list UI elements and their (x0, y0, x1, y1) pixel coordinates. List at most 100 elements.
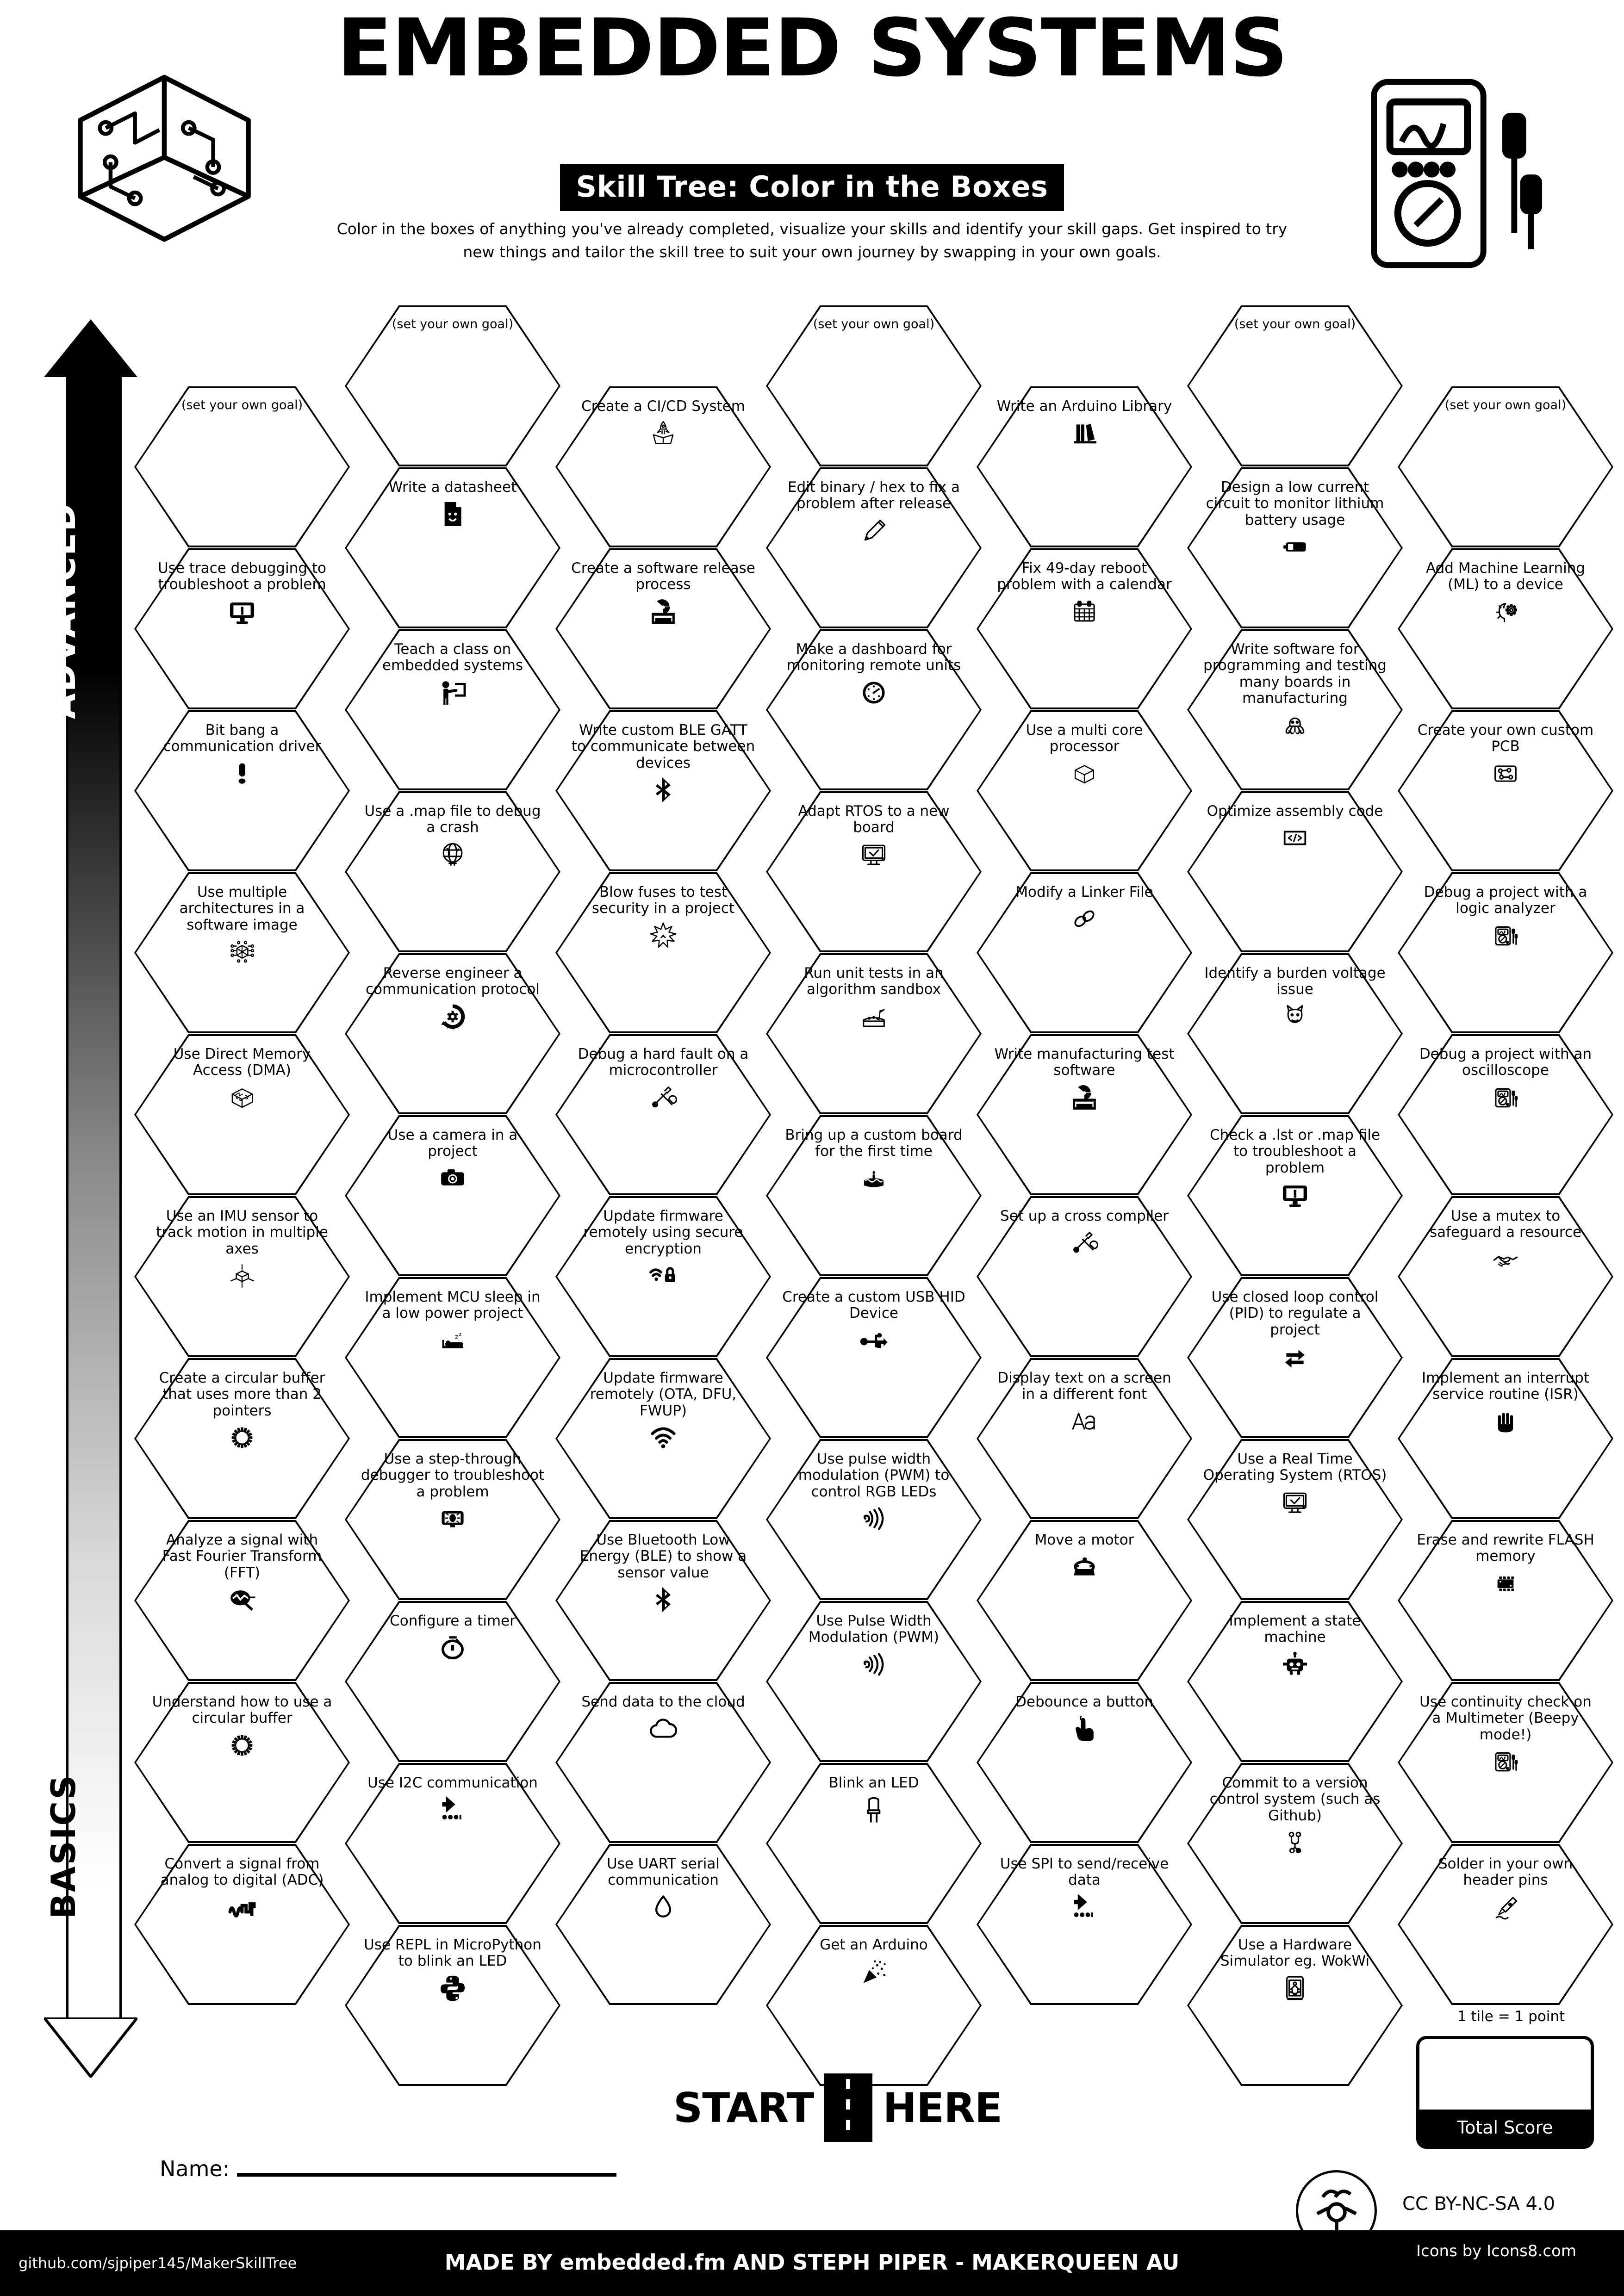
skill-label: Use a Real Time Operating System (RTOS) (1203, 1451, 1387, 1484)
skill-hex-tile[interactable]: Use a Hardware Simulator eg. WokWi (1187, 1925, 1403, 2086)
skill-hex-tile[interactable]: Use a camera in a project (345, 1115, 560, 1276)
skill-hex-tile[interactable]: Use I2C communication (345, 1763, 560, 1924)
skill-hex-tile[interactable]: Use trace debugging to troubleshoot a pr… (134, 548, 350, 709)
simulator-icon (1281, 1974, 1309, 2003)
skill-hex-tile[interactable]: Fix 49-day reboot problem with a calenda… (977, 548, 1192, 709)
skill-hex-tile[interactable]: (set your own goal) (345, 305, 560, 466)
skill-hex-tile[interactable]: (set your own goal) (1187, 305, 1403, 466)
skill-hex-tile[interactable]: Use an IMU sensor to track motion in mul… (134, 1196, 350, 1357)
skill-hex-tile[interactable]: Convert a signal from analog to digital … (134, 1844, 350, 2005)
skill-hex-tile[interactable]: Solder in your own header pins (1398, 1844, 1613, 2005)
motor-icon (1070, 1552, 1099, 1581)
hex-fill (768, 955, 980, 1112)
skill-hex-tile[interactable]: Use pulse width modulation (PWM) to cont… (766, 1439, 982, 1600)
skill-hex-tile[interactable]: Display text on a screen in a different … (977, 1358, 1192, 1519)
name-input-line[interactable] (237, 2173, 617, 2177)
skill-hex-tile[interactable]: Create your own custom PCB (1398, 710, 1613, 871)
usb-icon (859, 1326, 888, 1355)
skill-label: Set up a cross compiler (1000, 1208, 1169, 1224)
tools-icon (649, 1083, 678, 1112)
skill-label: Use an IMU sensor to track motion in mul… (156, 1208, 328, 1257)
skill-hex-tile[interactable]: Create a CI/CD System (555, 386, 771, 547)
skill-hex-tile[interactable]: Implement MCU sleep in a low power proje… (345, 1277, 560, 1438)
skill-hex-tile[interactable]: Move a motor (977, 1520, 1192, 1681)
skill-hex-tile[interactable]: Commit to a version control system (such… (1187, 1763, 1403, 1924)
skill-label: Use continuity check on a Multimeter (Be… (1419, 1694, 1592, 1743)
skill-hex-tile[interactable]: Use a multi core processor (977, 710, 1192, 871)
skill-hex-tile[interactable]: Implement a state machine (1187, 1601, 1403, 1762)
footer-repo-link[interactable]: github.com/sjpiper145/MakerSkillTree (19, 2254, 297, 2272)
skill-hex-tile[interactable]: Use REPL in MicroPython to blink an LED (345, 1925, 560, 2086)
name-field-row[interactable]: Name: (160, 2156, 617, 2181)
hex-fill (768, 793, 980, 950)
skill-hex-tile[interactable]: Use SPI to send/receive data (977, 1844, 1192, 2005)
skill-hex-tile[interactable]: Reverse engineer a communication protoco… (345, 953, 560, 1114)
skill-hex-tile[interactable]: Write manufacturing test software (977, 1034, 1192, 1195)
skill-hex-tile[interactable]: Create a software release process (555, 548, 771, 709)
skill-hex-tile[interactable]: (set your own goal) (766, 305, 982, 466)
skill-hex-tile[interactable]: Use closed loop control (PID) to regulat… (1187, 1277, 1403, 1438)
skill-hex-tile[interactable]: Understand how to use a circular buffer (134, 1682, 350, 1843)
skill-hex-tile[interactable]: Debug a project with a logic analyzer (1398, 872, 1613, 1033)
skill-hex-tile[interactable]: Erase and rewrite FLASH memory (1398, 1520, 1613, 1681)
hex-fill (768, 1441, 980, 1598)
skill-hex-tile[interactable]: Design a low current circuit to monitor … (1187, 467, 1403, 628)
skill-hex-tile[interactable]: Use a Real Time Operating System (RTOS) (1187, 1439, 1403, 1600)
skill-hex-tile[interactable]: Write custom BLE GATT to communicate bet… (555, 710, 771, 871)
hex-fill (768, 469, 980, 627)
skill-label: Edit binary / hex to fix a problem after… (787, 479, 960, 512)
skill-label: Create a CI/CD System (581, 398, 745, 415)
skill-hex-tile[interactable]: Write a datasheet (345, 467, 560, 628)
octopus-icon (1281, 711, 1309, 739)
skill-hex-tile[interactable]: Update firmware remotely (OTA, DFU, FWUP… (555, 1358, 771, 1519)
name-label: Name: (160, 2156, 230, 2181)
skill-hex-tile[interactable]: Create a custom USB HID Device (766, 1277, 982, 1438)
skill-hex-tile[interactable]: Debug a hard fault on a microcontroller (555, 1034, 771, 1195)
cloud-icon (649, 1714, 678, 1743)
stopwatch-icon (438, 1633, 467, 1662)
globe-icon (438, 840, 467, 869)
skill-hex-tile[interactable]: Teach a class on embedded systems (345, 629, 560, 790)
skill-hex-tile[interactable]: Adapt RTOS to a new board (766, 791, 982, 952)
hex-fill (136, 1684, 348, 1841)
skill-hex-tile[interactable]: Use a mutex to safeguard a resource (1398, 1196, 1613, 1357)
skill-hex-tile[interactable]: Write software for programming and testi… (1187, 629, 1403, 790)
skill-hex-tile[interactable]: (set your own goal) (1398, 386, 1613, 547)
skill-hex-tile[interactable]: Bring up a custom board for the first ti… (766, 1115, 982, 1276)
skill-hex-tile[interactable]: Create a circular buffer that uses more … (134, 1358, 350, 1519)
skill-hex-tile[interactable]: Use UART serial communication (555, 1844, 771, 2005)
skill-hex-tile[interactable]: Analyze a signal with Fast Fourier Trans… (134, 1520, 350, 1681)
skill-label: Use Direct Memory Access (DMA) (173, 1046, 311, 1079)
skill-hex-tile[interactable]: Configure a timer (345, 1601, 560, 1762)
skill-hex-tile[interactable]: Use multiple architectures in a software… (134, 872, 350, 1033)
skill-hex-tile[interactable]: Use a .map file to debug a crash (345, 791, 560, 952)
skill-hex-tile[interactable]: (set your own goal) (134, 386, 350, 547)
skill-hex-tile[interactable]: Make a dashboard for monitoring remote u… (766, 629, 982, 790)
total-score-box[interactable]: Total Score (1416, 2036, 1594, 2149)
skill-hex-tile[interactable]: Use a step-through debugger to troublesh… (345, 1439, 560, 1600)
skill-hex-tile[interactable]: Modify a Linker File (977, 872, 1192, 1033)
skill-hex-tile[interactable]: Blink an LED (766, 1763, 982, 1924)
skill-hex-tile[interactable]: Run unit tests in an algorithm sandbox (766, 953, 982, 1114)
skill-hex-tile[interactable]: Optimize assembly code (1187, 791, 1403, 952)
skill-hex-tile[interactable]: Use Bluetooth Low Energy (BLE) to show a… (555, 1520, 771, 1681)
skill-hex-tile[interactable]: Send data to the cloud (555, 1682, 771, 1843)
skill-hex-tile[interactable]: Add Machine Learning (ML) to a device (1398, 548, 1613, 709)
skill-hex-tile[interactable]: Update firmware remotely using secure en… (555, 1196, 771, 1357)
skill-hex-tile[interactable]: Check a .lst or .map file to troubleshoo… (1187, 1115, 1403, 1276)
skill-hex-tile[interactable]: Identify a burden voltage issue (1187, 953, 1403, 1114)
skill-hex-tile[interactable]: Bit bang a communication driver (134, 710, 350, 871)
skill-hex-tile[interactable]: Implement an interrupt service routine (… (1398, 1358, 1613, 1519)
skill-hex-tile[interactable]: Get an Arduino (766, 1925, 982, 2086)
skill-hex-tile[interactable]: Use Pulse Width Modulation (PWM) (766, 1601, 982, 1762)
skill-hex-tile[interactable]: Debug a project with an oscilloscope (1398, 1034, 1613, 1195)
skill-hex-tile[interactable]: Edit binary / hex to fix a problem after… (766, 467, 982, 628)
skill-hex-tile[interactable]: Use Direct Memory Access (DMA) (134, 1034, 350, 1195)
skill-hex-tile[interactable]: Debounce a button (977, 1682, 1192, 1843)
skill-hex-tile[interactable]: Blow fuses to test security in a project (555, 872, 771, 1033)
skill-hex-tile[interactable]: Set up a cross compiler (977, 1196, 1192, 1357)
skill-hex-tile[interactable]: Write an Arduino Library (977, 386, 1192, 547)
skill-label: Use a step-through debugger to troublesh… (361, 1451, 545, 1500)
skill-hex-tile[interactable]: Use continuity check on a Multimeter (Be… (1398, 1682, 1613, 1843)
